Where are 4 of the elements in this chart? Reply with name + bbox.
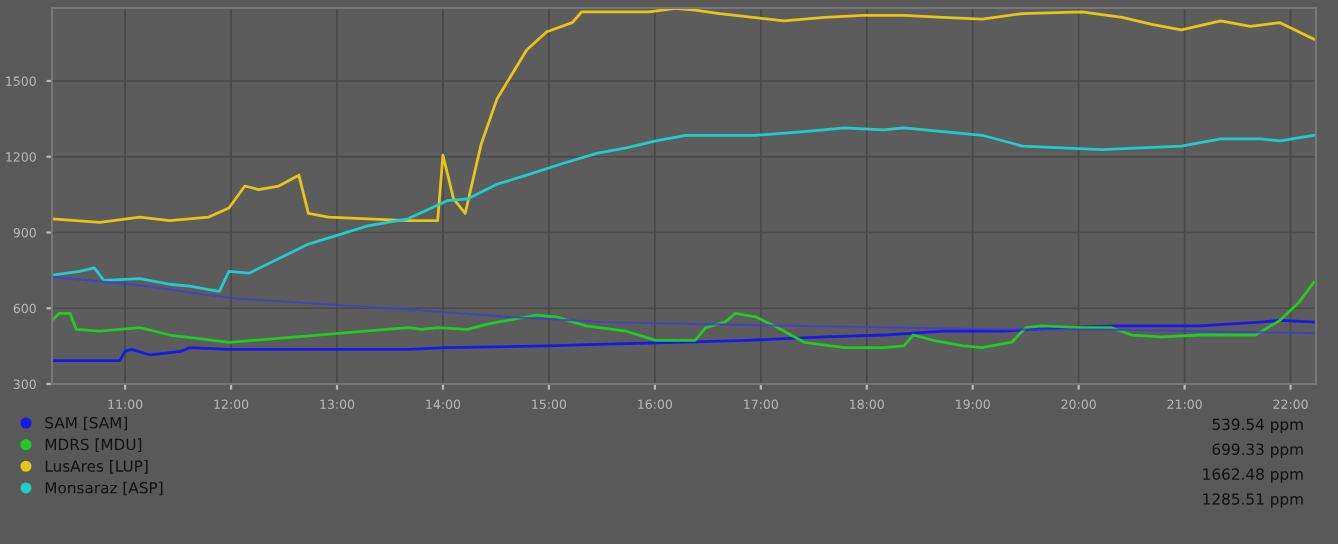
line-series [52, 275, 1315, 335]
line-series [52, 280, 1316, 350]
line-series [52, 318, 1316, 362]
line-series [52, 126, 1316, 293]
